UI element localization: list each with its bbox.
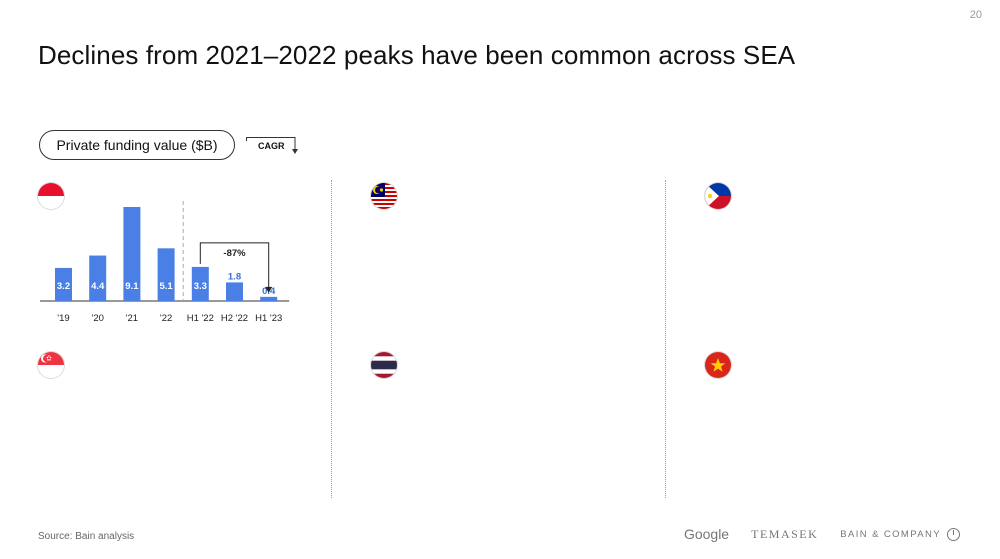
page-title: Declines from 2021–2022 peaks have been … xyxy=(38,40,796,70)
bar xyxy=(55,267,72,301)
data-label: 3.2 xyxy=(57,281,70,292)
chart-panel-vietnam: 0.9'19 0.7'20 2.6'21 0.9'22 0.7 H1 '22 0.2 H2 '… xyxy=(705,352,985,517)
page-number: 20 xyxy=(969,9,982,21)
flag-thailand-icon: 0.2'19 0.5'20 0.6'21 1.3'22 0.3 H1 '22 1.0 H2 '… xyxy=(371,352,397,378)
bar xyxy=(123,207,141,301)
tick-label: '19 xyxy=(57,313,69,324)
bar-chart xyxy=(705,183,985,348)
bar xyxy=(260,296,278,301)
data-label: 9.1 xyxy=(125,281,139,292)
bar-chart xyxy=(38,352,318,517)
chart-panel-indonesia: 3.2 '19 4.4 '20 9.1 '21 5.1 '22 3.3 H1 '22 1.8 H2 '… xyxy=(38,183,318,348)
flag-vietnam-icon: 0.9'19 0.7'20 2.6'21 0.9'22 0.7 H1 '22 0.2 H2 '… xyxy=(705,352,731,378)
legend-label: Private funding value ($B) xyxy=(39,130,235,160)
data-label: 3.3 xyxy=(194,281,207,292)
data-label: 1.8 xyxy=(228,271,241,282)
bar-chart xyxy=(371,352,651,517)
tick-label: H1 '22 xyxy=(187,313,214,324)
bar-chart xyxy=(371,183,651,348)
tick-label: H2 '22 xyxy=(221,313,248,324)
flag-singapore-icon: 7'19 5'20 12'21 12'22 7 H1 '22 5 H2 '22 3 H1 '23-… xyxy=(38,352,64,378)
bain-logo: BAIN & COMPANY xyxy=(840,527,960,541)
column-divider xyxy=(665,180,666,498)
google-logo: Google xyxy=(683,526,730,542)
bar xyxy=(89,255,107,301)
bar-chart xyxy=(705,352,985,517)
cagr-arrowhead xyxy=(265,286,273,293)
cagr-value: -87% xyxy=(223,248,246,259)
tick-label: H1 '23 xyxy=(255,313,282,324)
cagr-bracket-icon xyxy=(246,137,298,154)
flag-malaysia-icon: 0.4'19 0.5'20 0.9'21 1.1'22 0.5 H1 '22 0.6 H2 '… xyxy=(371,183,397,209)
flag-philippines-icon: 0.2'19 0.4'20 0.9'21 1.0'22 0.8 H1 '22 0.2 H2 '… xyxy=(705,183,731,209)
footer-logos: Google TEMASEK BAIN & COMPANY xyxy=(684,526,960,542)
tick-label: '21 xyxy=(126,313,138,324)
column-divider xyxy=(331,180,332,498)
cagr-label: CAGR xyxy=(258,141,285,151)
bar-chart: 3.2 '19 4.4 '20 9.1 '21 5.1 '22 3.3 H1 '22 1.8 H2 '… xyxy=(40,201,290,324)
flag-indonesia-icon xyxy=(38,183,64,209)
tick-label: '20 xyxy=(92,313,104,324)
cagr-bracket xyxy=(199,242,270,292)
data-label: 5.1 xyxy=(159,281,173,292)
bar xyxy=(191,266,209,301)
tick-label: '22 xyxy=(160,313,172,324)
chart-panel-thailand: 0.2'19 0.5'20 0.6'21 1.3'22 0.3 H1 '22 1.0 H2 '… xyxy=(371,352,651,517)
bar xyxy=(157,248,175,301)
chart-panel-philippines: 0.2'19 0.4'20 0.9'21 1.0'22 0.8 H1 '22 0.2 H2 '… xyxy=(705,183,985,348)
bain-logo-text: BAIN & COMPANY xyxy=(840,528,941,540)
bain-mark-icon xyxy=(947,527,960,541)
chart-panel-singapore: 7'19 5'20 12'21 12'22 7 H1 '22 5 H2 '22 3 H1 '23-… xyxy=(38,352,318,517)
source-note: Source: Bain analysis xyxy=(38,531,135,542)
temasek-logo: TEMASEK xyxy=(751,526,819,541)
bar xyxy=(226,282,243,301)
data-label: 4.4 xyxy=(91,281,105,292)
chart-panel-malaysia: 0.4'19 0.5'20 0.9'21 1.1'22 0.5 H1 '22 0.6 H2 '… xyxy=(371,183,651,348)
cagr-legend: CAGR xyxy=(246,137,298,157)
